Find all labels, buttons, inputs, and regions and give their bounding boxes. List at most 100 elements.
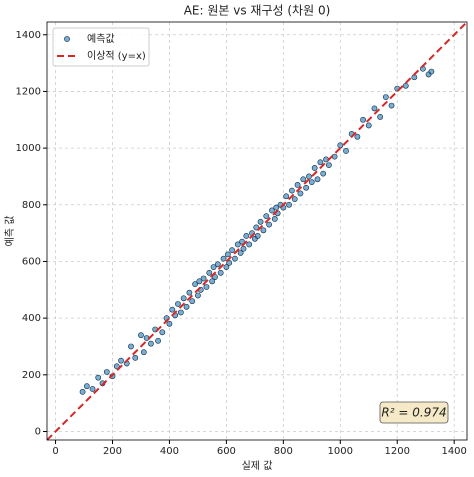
data-point (118, 357, 124, 364)
data-point (180, 295, 187, 302)
y-tick-label: 1200 (16, 86, 41, 97)
data-point (360, 116, 366, 123)
y-tick-label: 1000 (16, 143, 41, 154)
data-point (186, 289, 193, 296)
data-point (89, 386, 96, 392)
data-point (291, 196, 298, 203)
data-point (288, 187, 295, 194)
data-point (260, 227, 267, 234)
data-point (103, 369, 110, 375)
x-axis-label: 실제 값 (242, 460, 273, 472)
data-point (166, 320, 173, 327)
annotation: R² = 0.974 (381, 406, 446, 420)
data-point (273, 204, 280, 211)
data-point (266, 221, 273, 228)
data-point (317, 159, 324, 166)
data-point (388, 102, 395, 109)
x-tick-label: 1000 (328, 446, 353, 457)
data-point (223, 264, 230, 271)
x-tick-label: 200 (103, 446, 122, 457)
data-point (300, 176, 307, 183)
x-tick-label: 600 (217, 446, 236, 457)
data-point (402, 82, 409, 89)
data-point (195, 292, 201, 299)
data-point (337, 142, 344, 149)
data-point (237, 250, 244, 256)
data-point (214, 261, 221, 268)
annotation-box (379, 401, 449, 424)
data-point (286, 201, 292, 208)
data-point (229, 247, 235, 254)
data-point (254, 233, 261, 239)
x-tick-label: 800 (274, 446, 293, 457)
data-point (148, 340, 154, 347)
y-tick-label: 200 (22, 370, 41, 381)
data-point (263, 213, 270, 220)
data-point (314, 176, 321, 183)
y-tick-label: 1400 (16, 30, 41, 41)
chart-title: AE: 원본 vs 재구성 (차원 0) (184, 4, 331, 18)
data-point (159, 329, 166, 336)
data-point (308, 179, 315, 186)
data-point (311, 165, 318, 171)
data-point (206, 269, 213, 276)
data-point (128, 343, 134, 350)
data-point (200, 275, 207, 282)
x-tick-label: 1200 (385, 446, 410, 457)
data-point (155, 337, 161, 344)
data-point (189, 298, 196, 305)
data-point (196, 278, 203, 285)
data-point (212, 274, 218, 280)
data-point (169, 306, 176, 313)
data-point (240, 245, 247, 252)
legend-marker (64, 36, 70, 42)
data-point (354, 133, 361, 140)
data-point (269, 207, 275, 214)
legend-label: 이상적 (y=x) (87, 50, 146, 62)
data-point (220, 255, 227, 262)
data-point (209, 278, 216, 285)
data-point (320, 170, 327, 177)
y-tick-label: 800 (22, 200, 41, 211)
data-point (226, 259, 233, 266)
data-point (365, 122, 372, 129)
plot-area (47, 22, 467, 440)
x-tick-label: 400 (160, 446, 179, 457)
data-point (428, 68, 435, 75)
data-point (232, 255, 238, 262)
legend-label: 예측값 (87, 33, 115, 45)
data-point (243, 233, 250, 239)
data-point (234, 241, 241, 248)
y-tick-label: 400 (22, 313, 41, 324)
data-point (239, 238, 245, 245)
data-point (113, 363, 120, 370)
data-point (140, 349, 147, 356)
data-point (203, 284, 210, 290)
data-point (175, 301, 181, 307)
data-point (79, 388, 86, 395)
data-point (371, 105, 378, 112)
x-tick-label: 0 (52, 446, 58, 457)
data-point (271, 216, 278, 222)
data-point (183, 303, 190, 310)
y-tick-label: 600 (22, 256, 41, 267)
data-point (224, 251, 231, 258)
data-point (377, 114, 384, 120)
data-point (343, 148, 349, 154)
data-point (297, 190, 304, 197)
data-point (382, 94, 389, 100)
x-tick-label: 1400 (441, 446, 466, 457)
y-axis-label: 예측 값 (4, 216, 16, 247)
data-point (257, 218, 264, 225)
data-point (253, 224, 260, 231)
data-point (138, 332, 144, 339)
data-point (303, 184, 310, 191)
data-point (192, 281, 198, 288)
data-point (132, 354, 139, 361)
data-point (325, 162, 332, 169)
data-point (95, 374, 102, 381)
data-point (217, 269, 224, 276)
data-point (177, 309, 184, 316)
